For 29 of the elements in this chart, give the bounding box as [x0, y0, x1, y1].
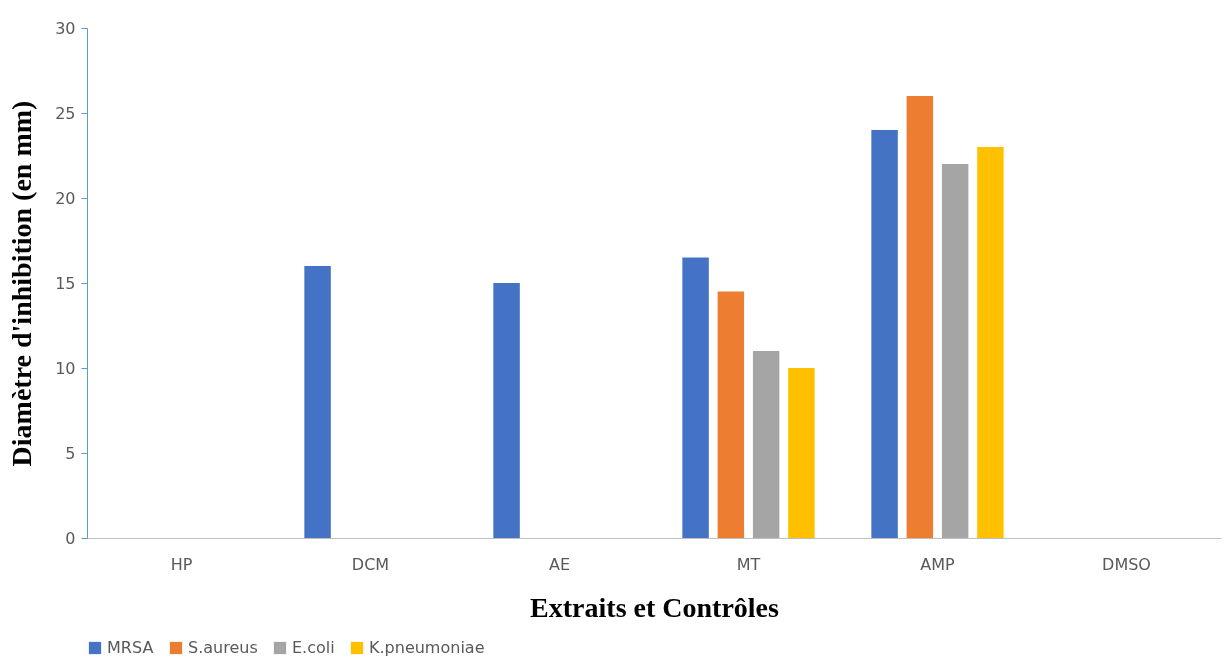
bar [906, 96, 934, 538]
y-tick-label: 5 [65, 443, 76, 463]
x-tick-label: DCM [351, 554, 390, 574]
y-tick-label: 0 [65, 528, 76, 548]
x-tick-label: DMSO [1102, 554, 1151, 574]
x-tick-label: AE [548, 554, 571, 574]
legend-label: S.aureus [188, 638, 258, 657]
legend-label: K.pneumoniae [369, 638, 485, 657]
bar [871, 130, 898, 538]
bar [304, 266, 331, 538]
legend-label: E.coli [292, 638, 335, 657]
y-tick-label: 25 [55, 103, 76, 123]
y-axis-title: Diamètre d'inhibition (en mm) [6, 100, 38, 467]
bar [717, 291, 745, 538]
x-axis-title: Extraits et Contrôles [530, 591, 780, 623]
bar [752, 351, 780, 538]
y-tick-label: 15 [55, 273, 76, 293]
bar [493, 283, 520, 538]
bar [682, 257, 709, 538]
y-tick-label: 20 [55, 188, 76, 208]
x-tick-label: MT [736, 554, 761, 574]
x-tick-label: AMP [920, 554, 956, 574]
legend-label: MRSA [107, 638, 154, 657]
y-tick-label: 10 [55, 358, 76, 378]
x-tick-label: HP [170, 554, 193, 574]
y-tick-label: 30 [55, 18, 76, 38]
bar [977, 147, 1004, 538]
bar [788, 368, 815, 538]
bar [941, 164, 969, 538]
